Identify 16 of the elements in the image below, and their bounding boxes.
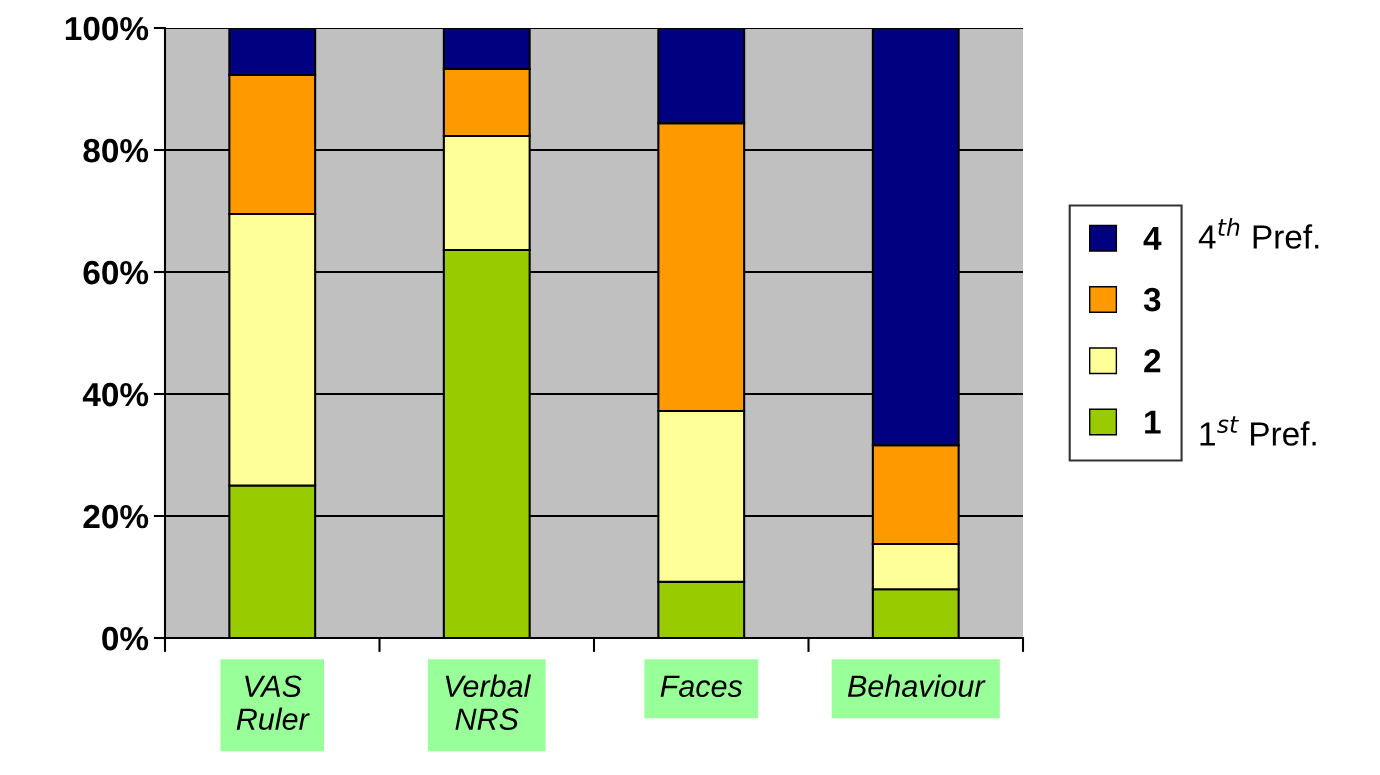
text: 4$^{th}$ Pref. [1198, 217, 1319, 249]
y-tick-label: 80% [83, 138, 149, 163]
x-tick-label: Faces [660, 675, 743, 698]
x-tick-label: Verbal NRS [445, 674, 532, 730]
x-tick-label: Behaviour [847, 674, 986, 698]
y-tick-label: 60% [83, 260, 149, 285]
y-tick-label: 40% [82, 382, 149, 407]
x-tick-label: VAS Ruler [236, 675, 310, 730]
y-tick-label: 20% [83, 504, 149, 529]
y-tick-label: 100% [65, 16, 149, 41]
legend-label: 4 [1143, 226, 1162, 250]
text: 1$^{st}$ Pref. [1200, 416, 1316, 446]
legend-label: 2 [1144, 349, 1161, 373]
legend-label: 3 [1143, 287, 1161, 312]
y-tick-label: 0% [102, 626, 149, 651]
legend-label: 1 [1145, 410, 1161, 434]
